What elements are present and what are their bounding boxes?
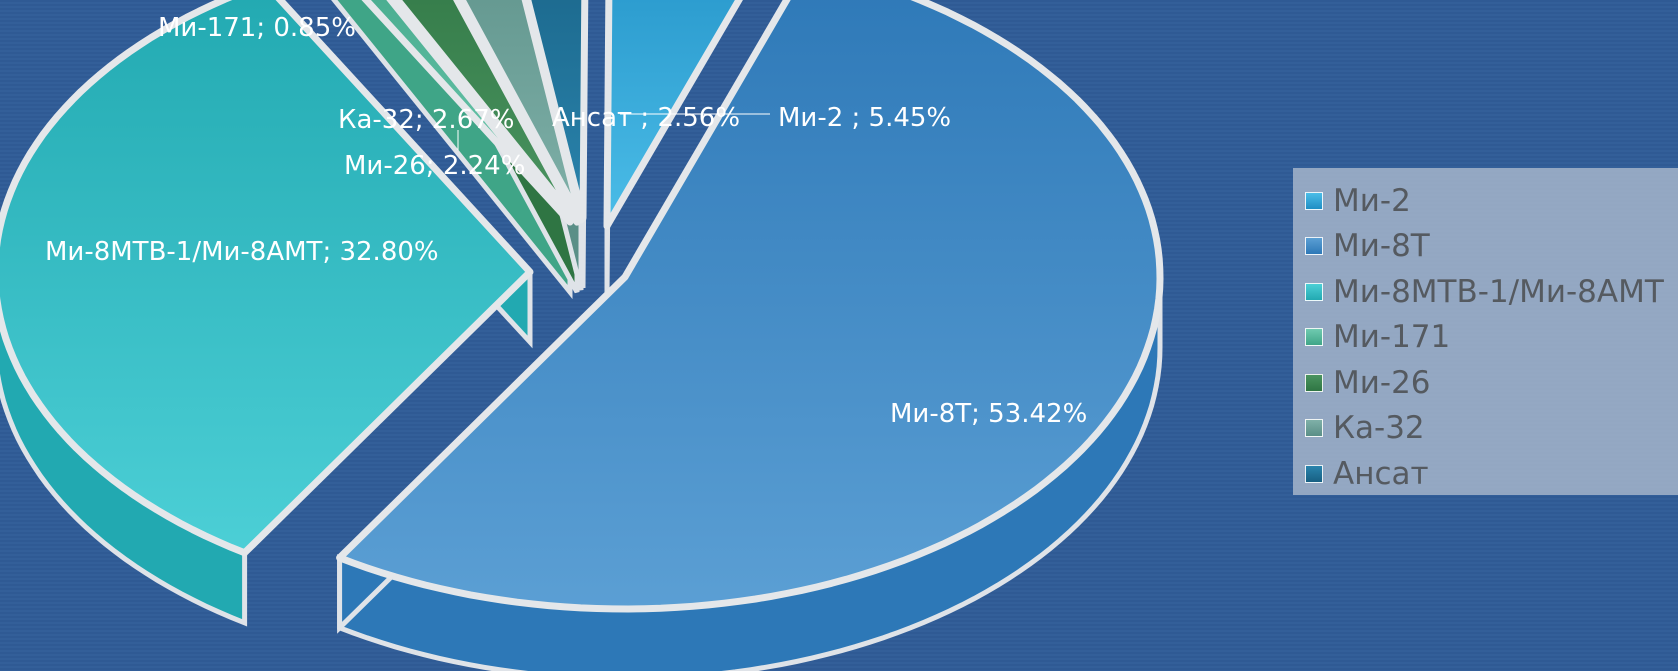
data-label-ansat: Ансат ; 2.56% <box>552 103 740 133</box>
pie-slice-mi2 <box>603 0 743 230</box>
legend-label-mi8t: Ми-8Т <box>1333 228 1430 265</box>
data-label-mi8mtv: Ми-8МТВ-1/Ми-8АМТ; 32.80% <box>45 237 439 267</box>
pie-slice-mi171 <box>361 0 574 226</box>
data-label-mi171: Ми-171; 0.85% <box>158 13 356 43</box>
legend-swatch-ansat <box>1305 464 1323 483</box>
data-label-mi26: Ми-26; 2.24% <box>344 151 525 181</box>
legend-item: Ми-2 <box>1305 178 1678 224</box>
legend-swatch-mi2 <box>1305 191 1323 210</box>
legend-label-mi2: Ми-2 <box>1333 182 1411 219</box>
legend-label-ka32: Ка-32 <box>1333 410 1425 447</box>
legend-swatch-mi26 <box>1305 373 1323 392</box>
pie-slice-mi26 <box>393 0 581 226</box>
legend-label-ansat: Ансат <box>1333 455 1429 492</box>
pie-slice-mi8mtv <box>0 0 534 557</box>
legend-label-mi8mtv: Ми-8МТВ-1/Ми-8АМТ <box>1333 273 1664 310</box>
data-label-ka32: Ка-32; 2.67% <box>338 105 514 135</box>
pie-slice-ansat <box>524 0 589 222</box>
legend-label-mi171: Ми-171 <box>1333 319 1451 356</box>
legend-label-mi26: Ми-26 <box>1333 364 1431 401</box>
legend-item: Ансат <box>1305 451 1678 497</box>
pie-tops <box>0 0 1164 613</box>
legend-item: Ми-26 <box>1305 360 1678 406</box>
data-label-mi8t: Ми-8Т; 53.42% <box>890 399 1087 429</box>
pie-slice-mi8t <box>336 0 1164 613</box>
leader-lines <box>457 113 770 150</box>
legend-item: Ми-8МТВ-1/Ми-8АМТ <box>1305 269 1678 315</box>
legend: Ми-2 Ми-8Т Ми-8МТВ-1/Ми-8АМТ Ми-171 Ми-2… <box>1293 168 1678 495</box>
legend-swatch-mi8mtv <box>1305 282 1323 301</box>
legend-item: Ка-32 <box>1305 406 1678 452</box>
legend-swatch-mi171 <box>1305 328 1323 347</box>
legend-swatch-ka32 <box>1305 419 1323 438</box>
legend-swatch-mi8t <box>1305 237 1323 256</box>
pie-slice-ka32 <box>458 0 585 224</box>
legend-item: Ми-8Т <box>1305 224 1678 270</box>
legend-item: Ми-171 <box>1305 315 1678 361</box>
data-label-mi2: Ми-2 ; 5.45% <box>778 103 951 133</box>
data-labels: Ми-2 ; 5.45% Ми-8Т; 53.42% Ми-8МТВ-1/Ми-… <box>45 13 1087 429</box>
